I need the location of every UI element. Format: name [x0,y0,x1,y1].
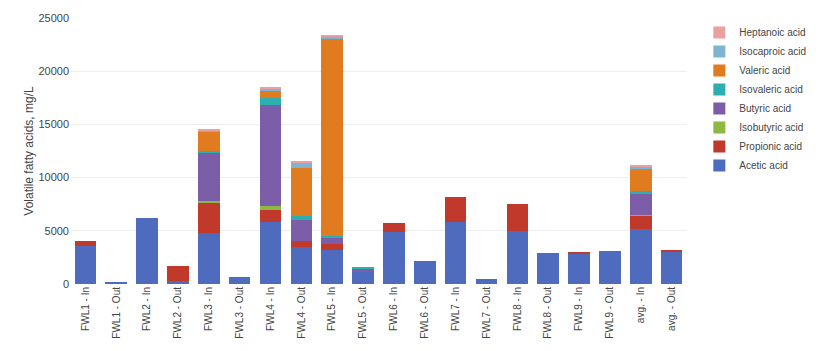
svg-text:FWL3 - In: FWL3 - In [203,287,214,331]
svg-text:Isobutyric acid: Isobutyric acid [739,122,803,133]
svg-text:Isocaproic acid: Isocaproic acid [739,46,806,57]
svg-text:Isovaleric acid: Isovaleric acid [739,84,802,95]
svg-text:FWL6 - In: FWL6 - In [388,287,399,331]
svg-text:Heptanoic acid: Heptanoic acid [739,27,805,38]
svg-text:0: 0 [63,278,69,290]
svg-text:FWL3 - Out: FWL3 - Out [234,287,245,339]
svg-text:Valeric acid: Valeric acid [739,65,790,76]
svg-text:25000: 25000 [38,12,69,24]
svg-text:FWL2 - Out: FWL2 - Out [172,287,183,339]
svg-text:FWL8 - Out: FWL8 - Out [542,287,553,339]
svg-text:FWL8 - In: FWL8 - In [512,287,523,331]
svg-text:FWL1 - In: FWL1 - In [80,287,91,331]
svg-text:Propionic acid: Propionic acid [739,141,802,152]
svg-text:Acetic acid: Acetic acid [739,160,787,171]
svg-text:FWL6 - Out: FWL6 - Out [419,287,430,339]
svg-text:Butyric acid: Butyric acid [739,103,791,114]
svg-text:FWL4 - In: FWL4 - In [265,287,276,331]
svg-text:avg. - Out: avg. - Out [666,287,677,331]
svg-text:FWL1 - Out: FWL1 - Out [111,287,122,339]
svg-text:FWL9 - In: FWL9 - In [573,287,584,331]
svg-text:FWL9 - Out: FWL9 - Out [604,287,615,339]
svg-text:FWL5 - In: FWL5 - In [326,287,337,331]
svg-text:FWL4 - Out: FWL4 - Out [296,287,307,339]
svg-text:FWL7 - In: FWL7 - In [450,287,461,331]
svg-text:20000: 20000 [38,65,69,77]
svg-text:Volatile fatty acids, mg/L: Volatile fatty acids, mg/L [22,86,36,216]
svg-text:FWL2 - In: FWL2 - In [141,287,152,331]
svg-text:5000: 5000 [45,225,69,237]
svg-text:15000: 15000 [38,118,69,130]
svg-text:FWL5 - Out: FWL5 - Out [357,287,368,339]
svg-text:10000: 10000 [38,171,69,183]
svg-text:avg. - In: avg. - In [635,287,646,323]
svg-text:FWL7 - Out: FWL7 - Out [481,287,492,339]
